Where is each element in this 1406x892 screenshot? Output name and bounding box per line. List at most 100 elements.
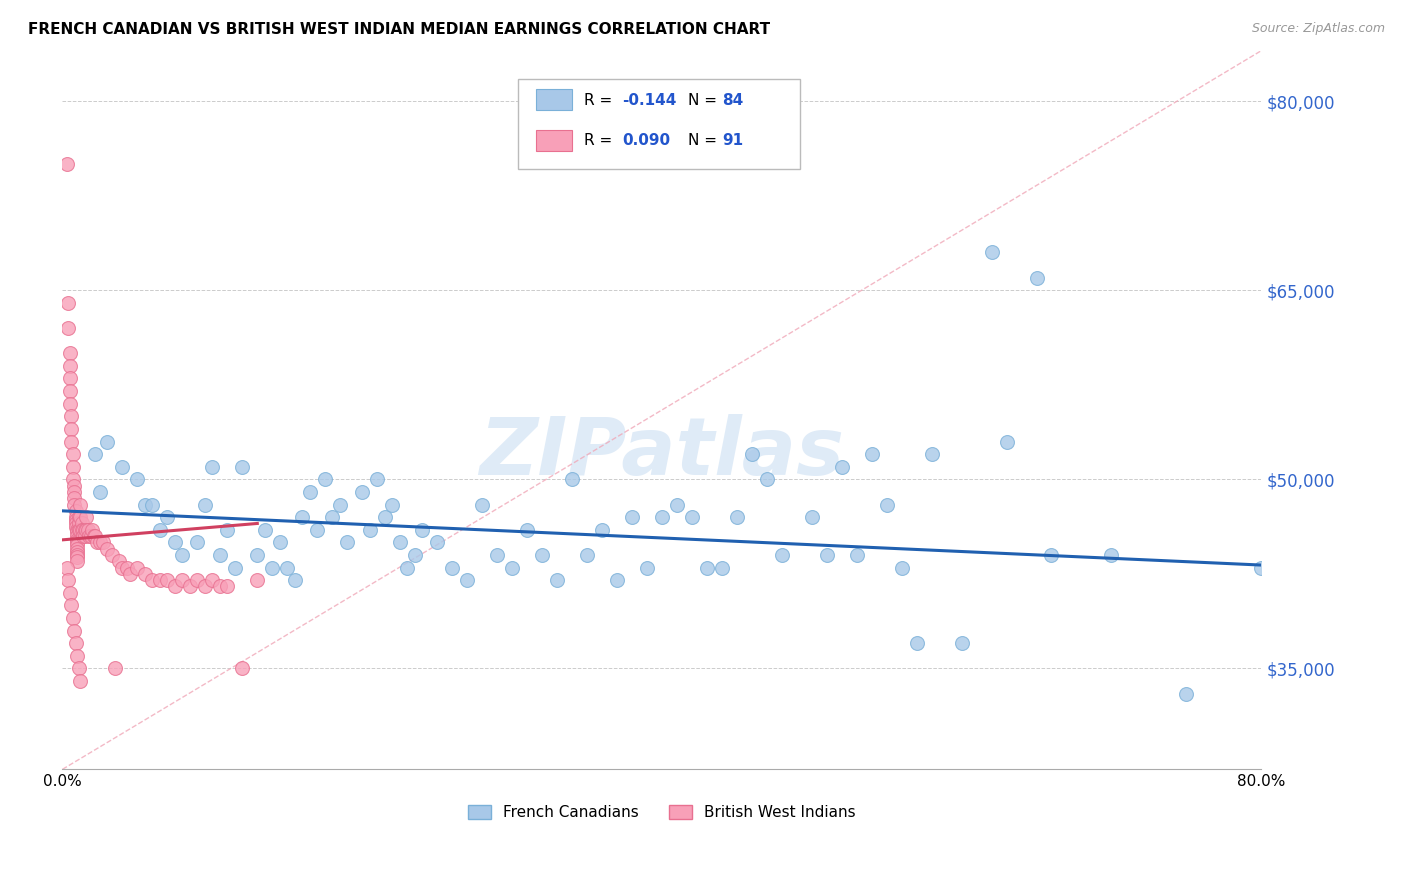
Text: N =: N = [689,93,723,108]
Point [65,516,87,531]
Point [127,560,149,574]
Point [115,560,138,574]
Point [374,510,396,524]
Point [696,560,718,574]
Point [79,529,101,543]
Point [65,510,87,524]
Point [1250,560,1272,574]
Point [262,560,284,574]
Point [186,573,208,587]
Point [636,560,658,574]
Point [606,573,628,587]
Point [58,295,80,310]
Point [217,523,239,537]
Point [66,554,89,568]
Point [73,523,96,537]
Point [58,573,80,587]
Point [359,523,381,537]
Point [63,485,86,500]
Point [66,648,89,663]
Point [56,560,79,574]
Point [77,523,100,537]
Point [276,560,298,574]
Point [194,580,217,594]
Point [388,535,411,549]
Point [62,459,84,474]
Point [575,548,598,562]
Point [84,529,107,543]
Point [66,529,89,543]
Point [471,498,494,512]
Point [179,580,201,594]
Point [1040,548,1063,562]
Point [201,573,224,587]
Point [860,447,883,461]
Point [651,510,673,524]
Point [800,510,823,524]
Point [246,548,269,562]
Point [60,422,83,436]
Point [591,523,613,537]
Point [516,523,538,537]
Point [845,548,868,562]
Point [67,661,90,675]
Point [546,573,568,587]
Point [141,573,163,587]
Point [73,529,96,543]
Point [56,157,79,171]
Point [80,529,103,543]
Point [69,510,91,524]
Point [217,580,239,594]
Text: FRENCH CANADIAN VS BRITISH WEST INDIAN MEDIAN EARNINGS CORRELATION CHART: FRENCH CANADIAN VS BRITISH WEST INDIAN M… [28,22,770,37]
Point [253,523,276,537]
Point [231,459,253,474]
Point [1175,687,1198,701]
Point [66,523,89,537]
Point [66,533,89,547]
Point [186,535,208,549]
Point [67,516,90,531]
Point [441,560,464,574]
Point [163,580,186,594]
Point [246,573,269,587]
Point [755,472,778,486]
Point [456,573,478,587]
Point [67,523,90,537]
Point [84,447,107,461]
Point [69,674,91,689]
FancyBboxPatch shape [536,129,572,152]
FancyBboxPatch shape [517,79,800,169]
Point [63,478,86,492]
Point [561,472,583,486]
Point [60,434,83,449]
Point [208,548,231,562]
Point [336,535,359,549]
Point [63,624,86,638]
Point [426,535,449,549]
Point [66,545,89,559]
Text: 84: 84 [721,93,744,108]
Point [530,548,553,562]
Point [66,548,89,562]
Point [63,491,86,506]
Point [141,498,163,512]
Point [156,573,179,587]
Point [905,636,928,650]
Point [59,346,82,360]
Point [118,566,141,581]
Point [108,554,131,568]
Point [149,523,172,537]
Point [411,523,433,537]
Text: ZIPatlas: ZIPatlas [479,414,845,492]
Point [201,459,224,474]
Point [134,566,156,581]
Point [291,510,314,524]
Point [66,538,89,552]
Point [665,498,688,512]
Point [831,459,853,474]
Point [111,459,134,474]
Point [921,447,943,461]
Point [681,510,703,524]
Point [65,504,87,518]
Point [741,447,763,461]
